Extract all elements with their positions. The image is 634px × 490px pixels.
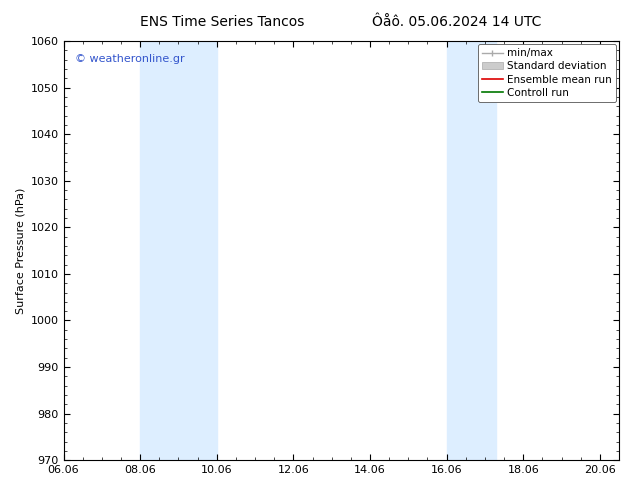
Text: ENS Time Series Tancos: ENS Time Series Tancos [139,15,304,29]
Legend: min/max, Standard deviation, Ensemble mean run, Controll run: min/max, Standard deviation, Ensemble me… [478,44,616,102]
Text: © weatheronline.gr: © weatheronline.gr [75,53,184,64]
Text: Ôåô. 05.06.2024 14 UTC: Ôåô. 05.06.2024 14 UTC [372,15,541,29]
Bar [140,41,217,460]
Y-axis label: Surface Pressure (hPa): Surface Pressure (hPa) [15,187,25,314]
Bar [446,41,496,460]
